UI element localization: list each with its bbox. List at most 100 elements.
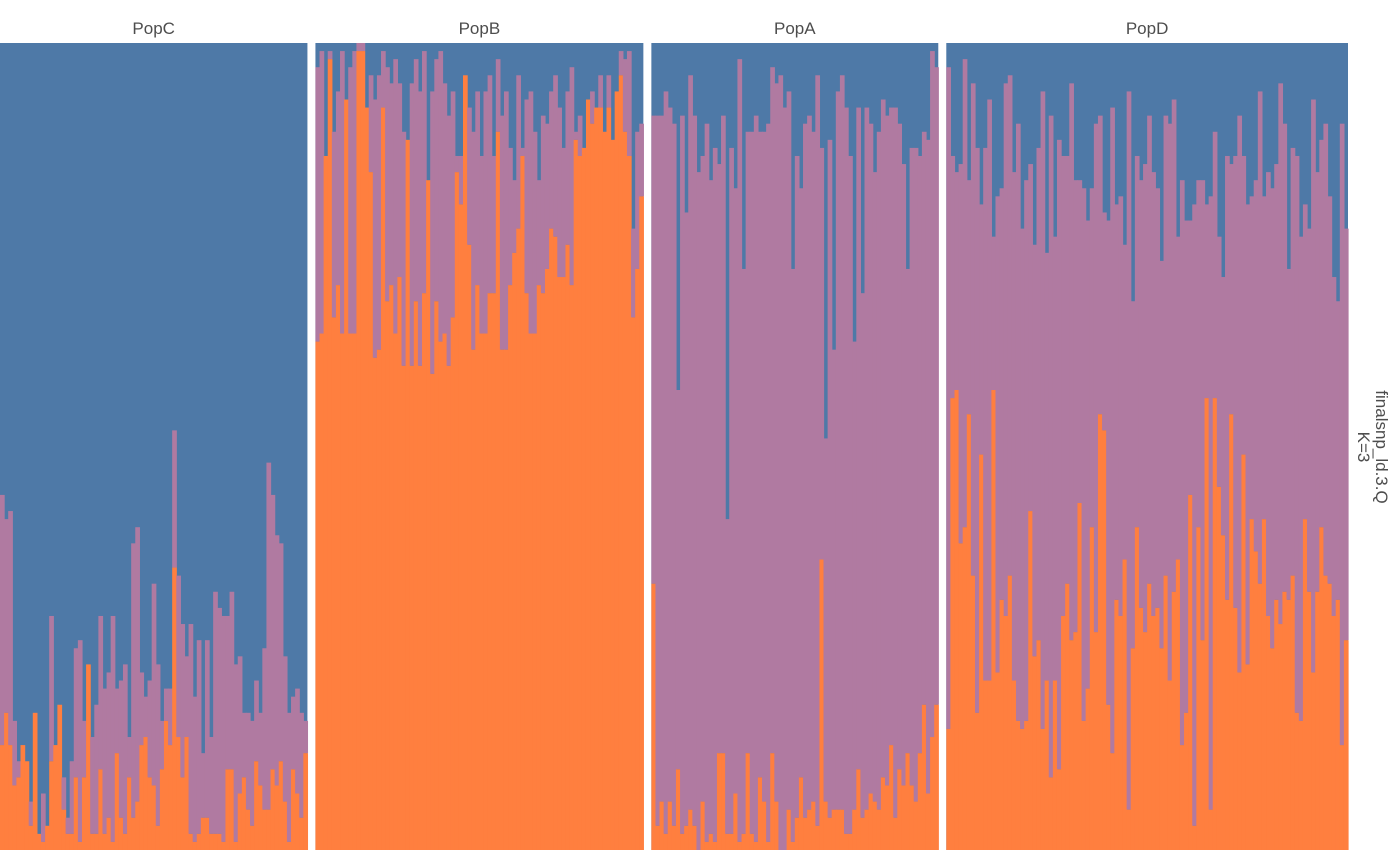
bar-cluster2 <box>712 147 718 842</box>
bar-cluster2 <box>77 640 83 842</box>
bar-cluster3 <box>200 817 206 850</box>
bar-cluster2 <box>885 115 890 786</box>
bar-cluster2 <box>413 59 419 302</box>
bar-cluster2 <box>520 147 526 156</box>
bar-cluster3 <box>1323 575 1329 850</box>
bar-cluster2 <box>225 615 231 770</box>
bar-cluster3 <box>721 753 726 850</box>
bar-cluster2 <box>958 164 964 544</box>
bar-cluster3 <box>594 107 599 850</box>
bar-cluster3 <box>1028 511 1033 850</box>
bar-cluster3 <box>913 801 919 850</box>
bar-cluster3 <box>1134 527 1140 850</box>
bar-cluster2 <box>376 75 382 350</box>
bar-cluster3 <box>1335 599 1341 850</box>
bar-cluster3 <box>463 75 468 850</box>
bar-cluster2 <box>790 268 796 842</box>
bar-cluster2 <box>8 511 13 746</box>
bar-cluster2 <box>1179 180 1185 746</box>
bar-cluster3 <box>1331 615 1337 850</box>
bar-cluster2 <box>1298 236 1304 721</box>
strip-label-k: K=3 <box>1354 432 1373 463</box>
bar-cluster3 <box>671 825 677 850</box>
bar-cluster2 <box>872 172 878 802</box>
bar-cluster2 <box>618 51 624 76</box>
bar-cluster2 <box>204 640 210 818</box>
bar-cluster2 <box>1225 155 1230 600</box>
bar-cluster3 <box>540 293 546 850</box>
bar-cluster3 <box>184 737 190 850</box>
bar-cluster3 <box>221 841 227 850</box>
bar-cluster3 <box>950 398 956 850</box>
bar-cluster3 <box>1261 519 1267 850</box>
panel-label-popb: PopB <box>459 19 501 38</box>
bar-cluster2 <box>1175 236 1181 560</box>
bar-cluster3 <box>585 99 591 851</box>
bar-cluster3 <box>335 285 341 851</box>
bar-cluster3 <box>1114 599 1120 850</box>
bar-cluster2 <box>1044 252 1050 681</box>
bar-cluster3 <box>909 785 915 850</box>
strip-label-file: finalsnp_ld.3.Q <box>1372 390 1391 503</box>
bar-cluster2 <box>917 155 923 754</box>
bar-cluster2 <box>1261 196 1267 520</box>
bar-cluster3 <box>885 785 890 850</box>
bar-cluster2 <box>438 51 444 342</box>
bar-cluster3 <box>1294 712 1300 850</box>
bar-cluster3 <box>1011 680 1017 850</box>
bar-cluster3 <box>315 341 321 850</box>
bar-cluster3 <box>327 59 333 850</box>
bar-cluster2 <box>159 720 165 770</box>
bar-cluster2 <box>491 155 497 294</box>
bar-cluster3 <box>348 333 353 850</box>
bar-cluster2 <box>1073 180 1079 633</box>
bar-cluster2 <box>389 83 394 286</box>
bar-cluster2 <box>970 83 976 576</box>
bar-cluster2 <box>1106 220 1111 705</box>
bar-cluster2 <box>1249 196 1255 520</box>
bar-cluster2 <box>1085 220 1091 689</box>
bar-cluster2 <box>524 99 530 294</box>
bar-cluster3 <box>1208 809 1214 850</box>
bar-cluster2 <box>1290 147 1296 576</box>
bar-cluster3 <box>1237 672 1243 850</box>
bar-cluster3 <box>360 51 366 850</box>
bar-cluster2 <box>131 543 136 818</box>
bar-cluster3 <box>729 833 734 850</box>
bar-cluster2 <box>999 188 1005 600</box>
bar-cluster3 <box>1151 615 1156 850</box>
panel-popd <box>946 43 1349 850</box>
bar-cluster3 <box>479 333 485 850</box>
bar-cluster2 <box>1151 172 1156 616</box>
bar-cluster2 <box>749 131 755 834</box>
bar-cluster2 <box>1036 147 1042 641</box>
bar-cluster2 <box>598 75 603 108</box>
bar-cluster3 <box>704 841 710 850</box>
bar-cluster2 <box>1081 188 1087 721</box>
bar-cluster2 <box>331 131 337 318</box>
bar-cluster2 <box>1196 180 1202 528</box>
bar-cluster2 <box>254 680 259 762</box>
bar-cluster3 <box>1069 640 1074 850</box>
bar-cluster2 <box>319 51 325 334</box>
bar-cluster2 <box>475 91 480 286</box>
bar-cluster3 <box>712 841 718 850</box>
bar-cluster3 <box>1044 680 1050 850</box>
bar-cluster3 <box>524 293 530 850</box>
bar-cluster2 <box>1077 180 1083 503</box>
population-panels <box>0 43 1349 851</box>
bar-cluster2 <box>905 268 911 754</box>
bar-cluster3 <box>446 365 452 850</box>
bar-cluster2 <box>680 115 685 834</box>
bar-cluster2 <box>229 591 235 770</box>
bar-cluster3 <box>1233 607 1238 850</box>
bar-cluster2 <box>725 519 730 834</box>
bar-cluster3 <box>491 293 497 850</box>
bar-cluster3 <box>254 761 259 850</box>
bar-cluster3 <box>610 139 616 851</box>
bar-cluster3 <box>979 454 984 850</box>
bar-cluster3 <box>438 341 444 850</box>
bar-cluster3 <box>372 357 378 850</box>
bar-cluster2 <box>688 75 693 810</box>
bar-cluster2 <box>573 131 579 140</box>
